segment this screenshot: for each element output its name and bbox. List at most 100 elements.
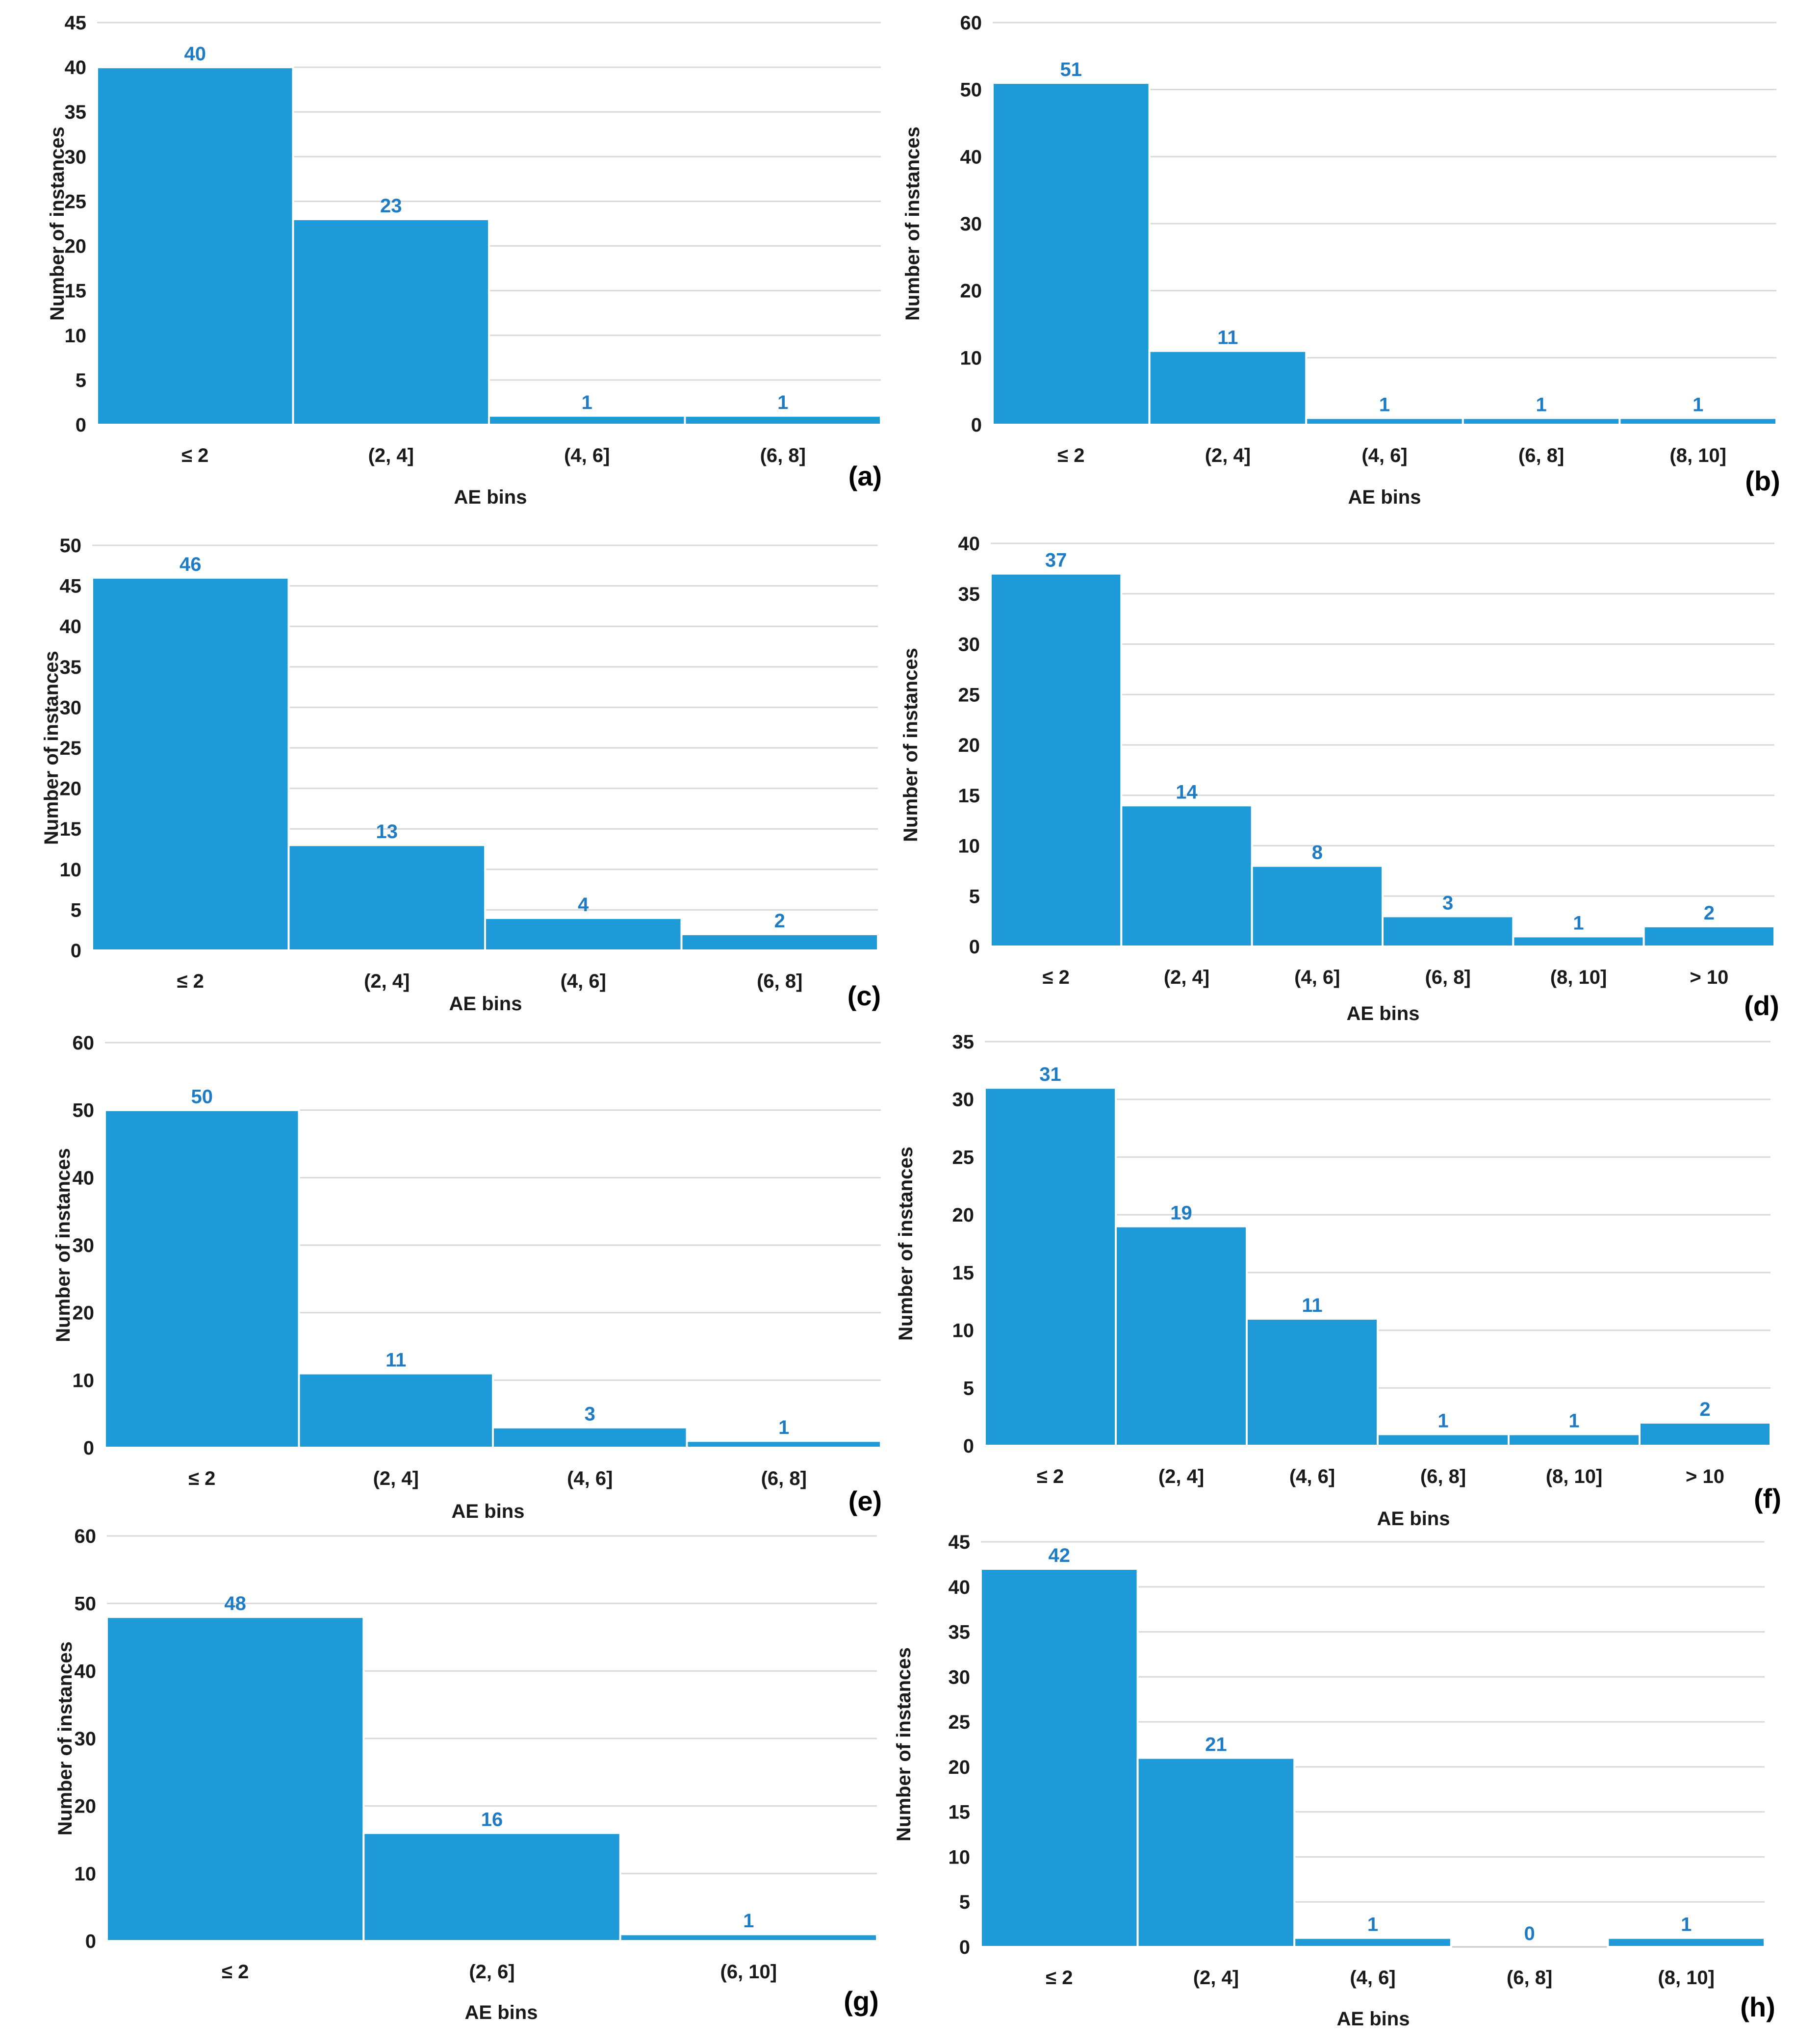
bar — [1305, 417, 1464, 426]
y-tick-label: 15 — [952, 1262, 975, 1284]
x-tick-label: (6, 8] — [757, 971, 802, 992]
bar — [1508, 1433, 1641, 1447]
data-label: 1 — [1536, 394, 1546, 415]
x-tick-label: (4, 6] — [1350, 1967, 1395, 1989]
y-tick-label: 35 — [958, 584, 980, 605]
y-tick-label: 20 — [60, 778, 82, 800]
panel-label: (h) — [1740, 1992, 1775, 2022]
x-tick-label: (6, 8] — [1507, 1967, 1552, 1989]
y-tick-label: 60 — [960, 12, 982, 34]
y-tick-label: 10 — [60, 859, 82, 881]
x-axis-title: AE bins — [1377, 1508, 1450, 1530]
y-tick-label: 50 — [960, 79, 982, 101]
panel-label: (c) — [847, 980, 881, 1011]
x-axis-title: AE bins — [454, 486, 527, 508]
data-label: 11 — [1302, 1295, 1322, 1316]
y-tick-label: 40 — [949, 1577, 971, 1598]
y-tick-label: 40 — [65, 57, 87, 78]
x-tick-label: (4, 6] — [561, 971, 606, 992]
x-tick-label: (4, 6] — [1294, 967, 1340, 988]
data-label: 1 — [1367, 1914, 1378, 1936]
y-tick-label: 40 — [60, 616, 82, 638]
x-tick-label: (2, 4] — [373, 1468, 419, 1489]
data-label: 1 — [778, 1417, 789, 1438]
x-axis-title: AE bins — [452, 1501, 525, 1522]
y-tick-label: 25 — [958, 684, 980, 706]
y-tick-label: 10 — [952, 1320, 975, 1342]
bar — [298, 1372, 494, 1449]
x-tick-label: (4, 6] — [564, 445, 610, 466]
panel-label: (b) — [1745, 465, 1780, 496]
data-label: 51 — [1060, 59, 1082, 80]
panel-label: (d) — [1744, 990, 1779, 1021]
data-label: 1 — [777, 392, 788, 413]
y-tick-label: 20 — [960, 281, 982, 302]
y-tick-label: 20 — [952, 1204, 975, 1226]
bar — [619, 1933, 878, 1942]
y-tick-label: 25 — [60, 738, 82, 759]
x-tick-label: ≤ 2 — [188, 1468, 215, 1489]
data-label: 1 — [582, 392, 592, 413]
panel-g: 0 10 20 30 40 50 60 48 ≤ 2 16 (2, 6] 1 (6, 10] Number… — [54, 1526, 879, 2023]
panel-b: 0 10 20 30 40 50 60 51 ≤ 2 11 (2, 4] 1 (4, 6] 1 (6, 8]… — [902, 12, 1780, 508]
x-tick-label: (2, 4] — [1205, 445, 1251, 466]
data-label: 40 — [184, 43, 206, 65]
y-tick-label: 15 — [949, 1802, 971, 1823]
data-label: 1 — [1573, 912, 1584, 934]
y-tick-label: 10 — [960, 347, 982, 369]
y-tick-label: 0 — [83, 1437, 94, 1459]
y-tick-label: 0 — [76, 414, 86, 436]
data-label: 14 — [1176, 781, 1198, 803]
y-tick-label: 35 — [949, 1622, 971, 1643]
bar — [990, 572, 1123, 947]
y-tick-label: 40 — [960, 146, 982, 168]
x-tick-label: (6, 8] — [1518, 445, 1564, 466]
y-tick-label: 15 — [958, 785, 980, 807]
y-tick-label: 45 — [60, 576, 82, 597]
x-axis-title: AE bins — [1347, 1003, 1420, 1024]
y-tick-label: 60 — [73, 1032, 95, 1054]
y-tick-label: 30 — [960, 213, 982, 235]
bar — [91, 577, 290, 951]
y-axis-title: Number of instances — [893, 1647, 915, 1841]
y-tick-label: 25 — [65, 191, 87, 212]
data-label: 1 — [1437, 1410, 1448, 1431]
y-tick-label: 20 — [73, 1303, 95, 1324]
y-tick-label: 50 — [73, 1100, 95, 1122]
x-tick-label: (6, 8] — [761, 1468, 807, 1489]
data-label: 23 — [380, 195, 402, 217]
bar — [492, 1426, 688, 1449]
data-label: 37 — [1045, 550, 1067, 571]
y-tick-label: 25 — [949, 1712, 971, 1733]
panel-e: 0 10 20 30 40 50 60 50 ≤ 2 11 (2, 4] 3 (4, 6] 1 (6, 8]… — [52, 1032, 882, 1522]
y-axis-title: Number of instances — [54, 1641, 76, 1836]
y-tick-label: 0 — [959, 1937, 970, 1958]
data-label: 0 — [1524, 1923, 1535, 1944]
bar — [984, 1087, 1117, 1447]
panel-label: (a) — [848, 460, 882, 491]
y-axis-title: Number of instances — [902, 127, 924, 321]
y-tick-label: 35 — [60, 657, 82, 678]
panel-c: 0 5 10 15 20 25 30 35 40 45 50 46 ≤ 2 13 (2, 4] 4 (4, 6]… — [41, 535, 881, 1015]
y-tick-label: 10 — [75, 1863, 97, 1885]
panel-d: 0 5 10 15 20 25 30 35 40 37 ≤ 2 14 (2, 4] 8 (4, 6] 3 (6,… — [900, 533, 1779, 1024]
data-label: 2 — [1704, 902, 1715, 924]
y-tick-label: 30 — [949, 1666, 971, 1688]
x-tick-label: (2, 4] — [1158, 1466, 1204, 1487]
y-axis-title: Number of instances — [52, 1148, 74, 1342]
y-axis-title: Number of instances — [41, 651, 62, 845]
bar — [1642, 925, 1776, 948]
y-axis-title: Number of instances — [900, 648, 922, 842]
y-tick-label: 30 — [60, 697, 82, 718]
x-tick-label: (2, 4] — [1193, 1967, 1239, 1989]
data-label: 3 — [1442, 892, 1453, 914]
x-tick-label: (4, 6] — [567, 1468, 613, 1489]
y-tick-label: 10 — [65, 325, 87, 347]
bar — [106, 1616, 365, 1942]
x-tick-label: ≤ 2 — [222, 1961, 249, 1983]
y-tick-label: 0 — [963, 1435, 974, 1457]
x-tick-label: (8, 10] — [1546, 1466, 1603, 1487]
x-tick-label: (8, 10] — [1550, 967, 1607, 988]
bar — [484, 917, 683, 952]
x-tick-label: ≤ 2 — [1057, 445, 1084, 466]
